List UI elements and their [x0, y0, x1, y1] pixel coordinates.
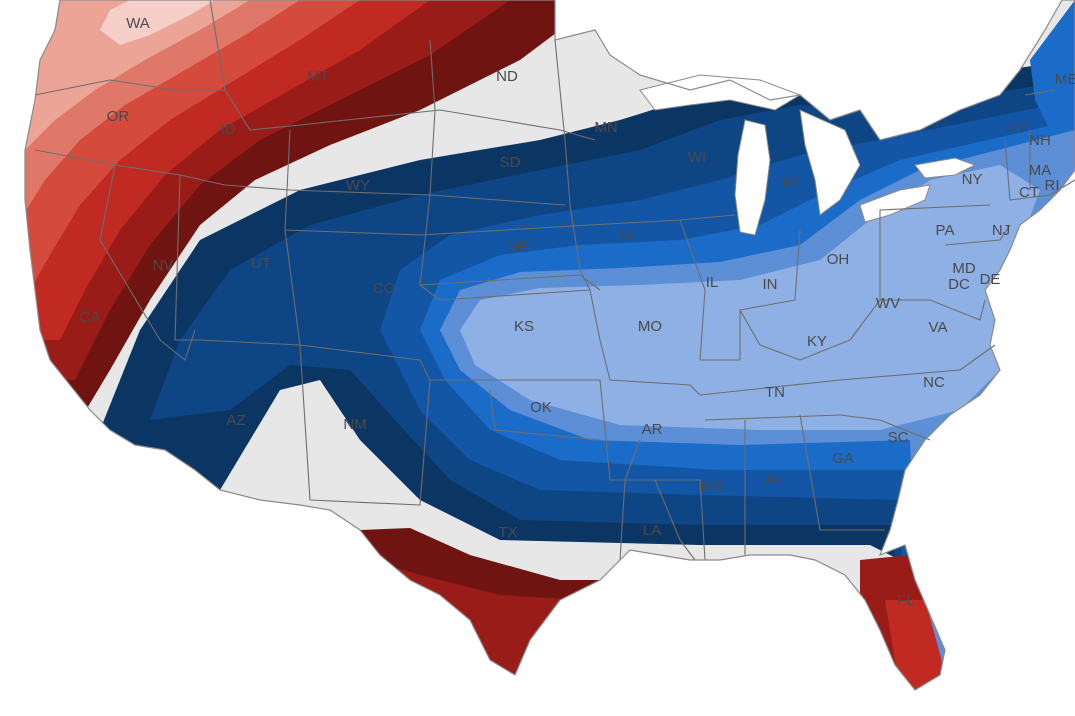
state-label-fl: FL: [897, 592, 915, 609]
state-label-sc: SC: [888, 429, 909, 446]
cool-band-1: [460, 165, 1040, 430]
state-label-md: MD: [952, 260, 975, 277]
cool-band-ne: [1030, 0, 1075, 130]
state-label-ga: GA: [832, 450, 854, 467]
state-label-wy: WY: [346, 177, 370, 194]
state-label-nd: ND: [496, 68, 518, 85]
state-label-ny: NY: [962, 171, 983, 188]
state-label-ct: CT: [1019, 184, 1039, 201]
state-label-id: ID: [221, 121, 236, 138]
state-label-de: DE: [980, 271, 1001, 288]
state-label-ms: MS: [701, 478, 724, 495]
warm-band-2: [25, 0, 250, 175]
warm-band-fl-red: [885, 600, 950, 690]
lake-erie: [859, 184, 931, 223]
state-label-nv: NV: [153, 257, 174, 274]
state-label-vt: VT: [1007, 120, 1026, 137]
state-label-nm: NM: [343, 416, 366, 433]
state-labels: WA OR ID MT ND MN SD WY NV CA UT CO NE IA WI MI IL IN OH PA…: [80, 15, 1075, 609]
state-label-az: AZ: [226, 412, 245, 429]
lake-michigan: [734, 119, 771, 236]
state-label-wv: WV: [876, 295, 900, 312]
state-label-ne: NE: [508, 239, 529, 256]
state-label-tn: TN: [765, 384, 785, 401]
state-label-ok: OK: [530, 399, 552, 416]
state-label-ky: KY: [807, 333, 827, 350]
state-label-ut: UT: [251, 255, 271, 272]
state-borders: [34, 0, 1075, 561]
warm-band-1: [100, 0, 215, 45]
lake-ontario: [914, 157, 977, 179]
state-label-in: IN: [763, 276, 778, 293]
state-label-oh: OH: [827, 251, 850, 268]
state-label-me: ME: [1055, 71, 1075, 88]
lake-huron: [799, 109, 861, 216]
state-label-nc: NC: [923, 374, 945, 391]
state-label-co: CO: [373, 280, 396, 297]
warm-band-tx-inner: [360, 528, 600, 600]
state-label-ks: KS: [514, 318, 534, 335]
state-label-tx: TX: [498, 524, 517, 541]
state-label-ma: MA: [1029, 162, 1052, 179]
state-label-dc: DC: [948, 276, 970, 293]
state-label-nh: NH: [1029, 132, 1051, 149]
state-label-or: OR: [107, 108, 130, 125]
state-label-ar: AR: [642, 421, 663, 438]
state-label-mo: MO: [638, 318, 662, 335]
state-label-il: IL: [706, 274, 719, 291]
state-label-nj: NJ: [992, 222, 1010, 239]
state-label-wi: WI: [688, 149, 706, 166]
state-label-ca: CA: [80, 309, 101, 326]
state-label-pa: PA: [936, 222, 955, 239]
state-label-la: LA: [643, 522, 661, 539]
state-label-ia: IA: [621, 227, 635, 244]
state-label-mn: MN: [594, 119, 617, 136]
state-label-mt: MT: [307, 68, 329, 85]
great-lakes: [639, 74, 977, 236]
state-label-va: VA: [929, 319, 948, 336]
state-label-al: AL: [765, 471, 783, 488]
state-label-sd: SD: [500, 154, 521, 171]
state-label-mi: MI: [783, 174, 800, 191]
lake-superior: [639, 74, 802, 111]
state-label-ri: RI: [1045, 177, 1060, 194]
state-label-wa: WA: [126, 15, 150, 32]
